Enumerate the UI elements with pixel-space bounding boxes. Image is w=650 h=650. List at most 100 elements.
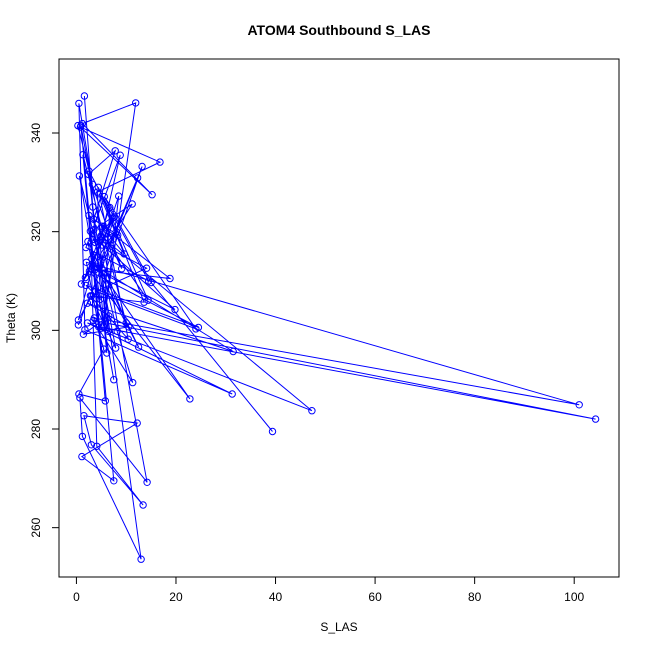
data-point	[129, 378, 137, 387]
data-point	[85, 211, 93, 220]
data-point	[110, 376, 118, 384]
data-point	[140, 298, 148, 306]
data-point	[104, 327, 113, 335]
data-point	[92, 287, 100, 296]
data-point	[134, 343, 143, 351]
y-tick-label: 340	[29, 123, 43, 143]
data-point	[143, 478, 151, 486]
data-point	[82, 281, 90, 290]
data-point	[80, 92, 89, 100]
data-point	[91, 266, 99, 274]
data-point	[87, 441, 96, 449]
data-point	[103, 349, 111, 357]
y-tick-label: 300	[29, 320, 43, 340]
data-point	[90, 226, 98, 234]
data-point	[132, 99, 140, 107]
data-point	[90, 215, 98, 224]
data-point	[88, 255, 96, 263]
data-point	[75, 172, 84, 180]
y-tick-label: 320	[29, 221, 43, 241]
data-point	[138, 162, 146, 171]
data-point	[229, 347, 237, 356]
data-point	[79, 151, 87, 159]
data-point	[118, 265, 126, 273]
data-point	[166, 274, 174, 283]
data-point	[93, 188, 102, 196]
data-point	[85, 267, 94, 275]
data-point	[125, 323, 133, 331]
data-point	[82, 243, 90, 252]
data-point	[192, 325, 200, 333]
data-point	[76, 394, 84, 402]
data-point	[110, 477, 118, 485]
y-axis: 260 280 300 320 340	[29, 123, 60, 538]
data-point	[186, 395, 194, 403]
data-point	[78, 452, 86, 461]
x-tick-label: 0	[73, 590, 80, 604]
data-point	[308, 407, 316, 415]
data-point	[156, 158, 164, 166]
data-point	[96, 295, 105, 303]
data-point	[86, 227, 95, 235]
data-point	[87, 292, 96, 300]
data-point	[83, 299, 92, 307]
x-tick-label: 100	[564, 590, 584, 604]
data-point	[148, 191, 156, 199]
data-point	[96, 262, 104, 270]
data-point	[74, 321, 83, 329]
data-point	[591, 415, 600, 423]
x-axis-label: S_LAS	[320, 620, 357, 634]
data-point	[122, 319, 130, 327]
data-point	[77, 280, 86, 288]
data-point	[137, 555, 145, 563]
data-point	[100, 323, 108, 331]
data-point	[110, 213, 119, 221]
data-point	[97, 232, 105, 240]
data-point	[94, 183, 103, 192]
y-axis-label: Theta (K)	[4, 293, 18, 343]
x-tick-label: 60	[368, 590, 382, 604]
data-point	[114, 231, 122, 239]
data-point	[93, 442, 101, 450]
data-point	[171, 305, 179, 314]
data-point	[101, 269, 109, 277]
data-point	[575, 401, 583, 409]
data-point	[115, 192, 123, 200]
data-point	[74, 121, 82, 130]
data-point	[101, 397, 110, 405]
data-point	[116, 151, 124, 159]
data-point	[120, 250, 128, 258]
data-point	[98, 241, 107, 249]
data-point	[83, 319, 92, 327]
y-tick-label: 260	[29, 517, 43, 537]
data-point	[100, 192, 109, 201]
data-point	[79, 330, 88, 338]
data-point	[112, 344, 120, 352]
data-point	[78, 432, 87, 441]
data-point	[133, 174, 142, 182]
data-point	[75, 99, 83, 108]
series-points	[74, 92, 600, 563]
data-point	[98, 222, 106, 230]
series-lines	[77, 95, 596, 560]
data-point	[85, 167, 93, 175]
data-point	[105, 312, 113, 320]
data-point	[142, 264, 151, 272]
data-point	[106, 203, 114, 212]
data-point	[92, 262, 100, 270]
data-point	[81, 326, 89, 334]
data-point	[75, 390, 83, 398]
data-point	[80, 412, 88, 420]
data-point	[112, 228, 120, 236]
data-point	[109, 214, 117, 222]
data-point	[124, 335, 132, 343]
data-point	[111, 147, 119, 155]
data-point	[81, 273, 90, 282]
data-point	[139, 501, 147, 509]
x-tick-label: 20	[169, 590, 183, 604]
x-tick-label: 40	[269, 590, 283, 604]
plot-frame	[58, 58, 620, 578]
y-tick-label: 280	[29, 419, 43, 439]
data-point	[113, 327, 121, 335]
